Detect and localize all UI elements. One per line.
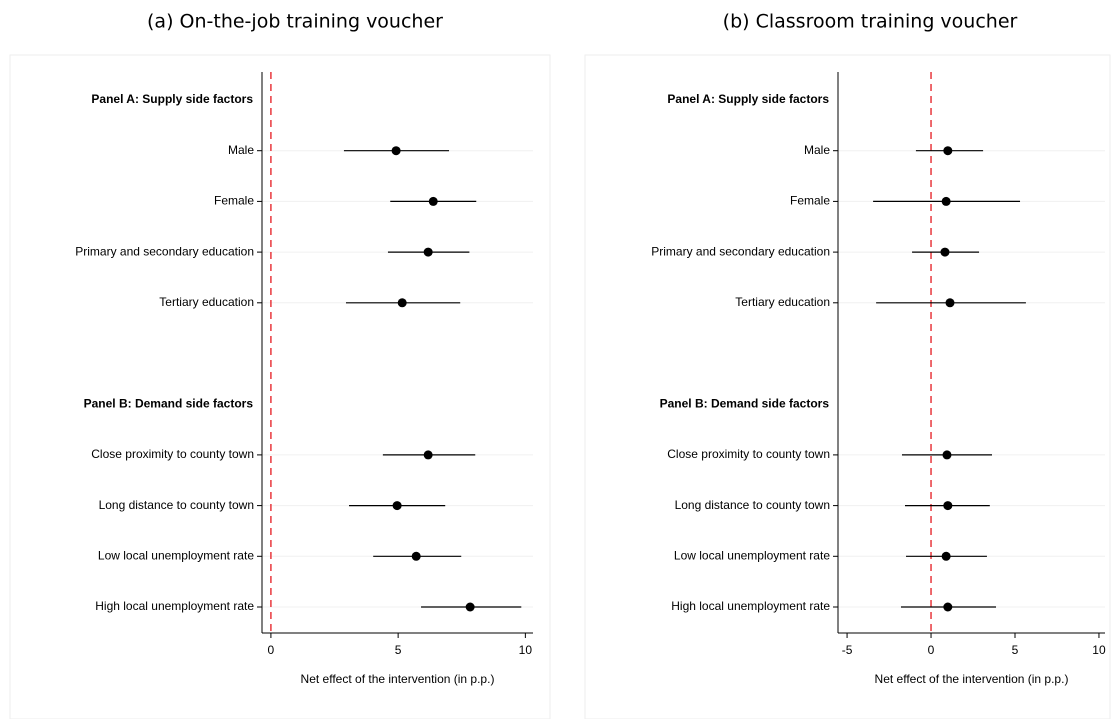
y-tick-label: Male — [228, 143, 254, 157]
y-tick-label: Low local unemployment rate — [674, 548, 830, 562]
x-tick-label: 0 — [268, 643, 275, 657]
y-tick-label: Male — [804, 143, 830, 157]
group-header: Panel A: Supply side factors — [91, 92, 253, 106]
y-tick-label: Close proximity to county town — [667, 447, 830, 461]
point-estimate — [941, 551, 951, 561]
y-tick-label: Close proximity to county town — [91, 447, 254, 461]
x-tick-label: 0 — [928, 643, 935, 657]
y-tick-label: Female — [214, 194, 254, 208]
point-estimate — [397, 298, 407, 308]
x-tick-label: 10 — [519, 643, 533, 657]
group-header: Panel B: Demand side factors — [84, 396, 254, 410]
point-estimate — [943, 602, 953, 612]
y-tick-label: Primary and secondary education — [75, 244, 254, 258]
y-tick-label: Primary and secondary education — [651, 244, 830, 258]
point-estimate — [423, 450, 433, 460]
y-tick-label: High local unemployment rate — [95, 599, 254, 613]
point-estimate — [941, 196, 951, 206]
x-tick-label: 10 — [1092, 643, 1106, 657]
point-estimate — [945, 298, 955, 308]
group-header: Panel A: Supply side factors — [667, 92, 829, 106]
x-tick-label: 5 — [395, 643, 402, 657]
point-estimate — [391, 146, 401, 156]
point-estimate — [423, 247, 433, 257]
x-tick-label: 5 — [1012, 643, 1019, 657]
y-tick-label: Long distance to county town — [99, 498, 254, 512]
x-tick-label: -5 — [842, 643, 853, 657]
point-estimate — [428, 196, 438, 206]
x-axis-label: Net effect of the intervention (in p.p.) — [875, 672, 1069, 686]
y-tick-label: Low local unemployment rate — [98, 548, 254, 562]
y-tick-label: Long distance to county town — [675, 498, 830, 512]
chart-title: (a) On-the-job training voucher — [147, 11, 443, 33]
group-header: Panel B: Demand side factors — [660, 396, 830, 410]
panel-frame — [9, 54, 551, 719]
y-tick-label: Tertiary education — [159, 295, 254, 309]
panel-frame — [584, 54, 1111, 719]
point-estimate — [465, 602, 475, 612]
chart-title: (b) Classroom training voucher — [723, 11, 1018, 33]
y-tick-label: Tertiary education — [735, 295, 830, 309]
x-axis-label: Net effect of the intervention (in p.p.) — [301, 672, 495, 686]
point-estimate — [943, 501, 953, 511]
y-tick-label: High local unemployment rate — [671, 599, 830, 613]
point-estimate — [411, 551, 421, 561]
point-estimate — [943, 146, 953, 156]
y-tick-label: Female — [790, 194, 830, 208]
point-estimate — [940, 247, 950, 257]
point-estimate — [942, 450, 952, 460]
point-estimate — [392, 501, 402, 511]
